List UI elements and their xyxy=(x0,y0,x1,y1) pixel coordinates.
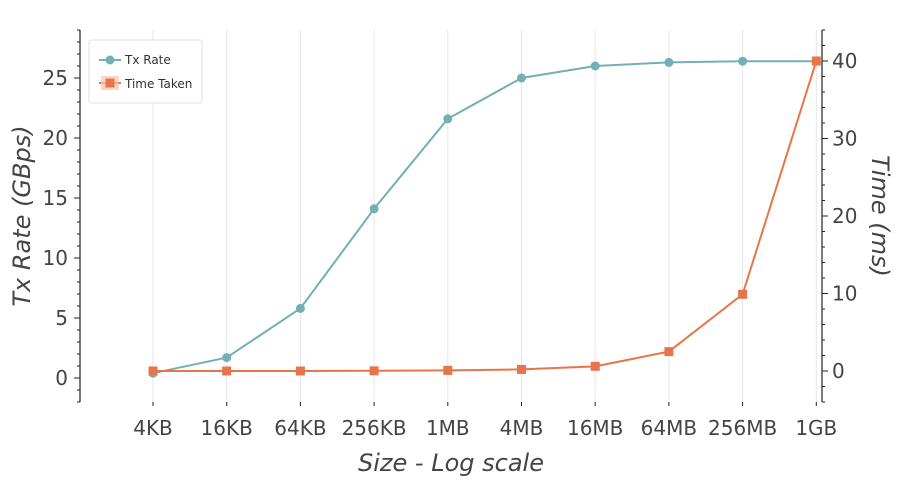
time-taken-point xyxy=(811,56,821,66)
left-y-tick-label: 5 xyxy=(55,306,68,330)
right-y-tick-label: 10 xyxy=(832,282,857,306)
tx-rate-point xyxy=(590,61,600,71)
time-taken-point xyxy=(148,366,158,376)
left-y-tick-label: 10 xyxy=(43,246,68,270)
left-y-tick-label: 20 xyxy=(43,126,68,150)
x-tick-label: 16KB xyxy=(201,416,253,440)
left-y-axis-title: Tx Rate (GBps) xyxy=(8,125,36,306)
tx-rate-point xyxy=(222,353,232,363)
x-tick-label: 256MB xyxy=(708,416,777,440)
tx-rate-point xyxy=(517,73,526,83)
x-axis-title: Size - Log scale xyxy=(358,449,544,477)
time-taken-point xyxy=(664,347,674,357)
time-taken-point xyxy=(738,289,748,299)
legend: Tx Rate Time Taken xyxy=(88,39,203,104)
ticks: 4KB 16KB 64KB 256KB 1MB 4MB 16MB 64MB 256MB 1GB 0 5… xyxy=(43,29,857,440)
legend-time-taken-label: Time Taken xyxy=(124,77,192,91)
x-tick-label: 256KB xyxy=(342,416,407,440)
x-tick-label: 16MB xyxy=(567,416,623,440)
time-taken-point xyxy=(295,366,305,376)
legend-time-taken-marker xyxy=(105,78,115,88)
legend-tx-rate-label: Tx Rate xyxy=(124,53,171,67)
x-tick-label: 1GB xyxy=(795,416,837,440)
x-tick-label: 4KB xyxy=(133,416,173,440)
tx-rate-point xyxy=(295,303,305,313)
tx-rate-point xyxy=(369,204,379,214)
time-taken-point xyxy=(222,366,232,376)
right-y-tick-label: 20 xyxy=(832,204,857,228)
legend-box xyxy=(88,39,203,104)
x-tick-label: 64MB xyxy=(641,416,697,440)
x-tick-label: 64KB xyxy=(274,416,326,440)
tx-rate-line xyxy=(152,60,817,375)
time-taken-point xyxy=(517,364,526,374)
time-taken-point xyxy=(443,365,453,375)
time-taken-point xyxy=(369,366,379,376)
left-y-tick-label: 25 xyxy=(43,66,68,90)
time-taken-line xyxy=(153,60,818,372)
x-tick-label: 4MB xyxy=(500,416,544,440)
legend-tx-rate-marker xyxy=(105,55,115,65)
tx-rate-point xyxy=(443,114,453,124)
left-y-tick-label: 15 xyxy=(43,186,68,210)
grid-lines xyxy=(152,30,817,402)
left-y-tick-label: 0 xyxy=(55,366,68,390)
right-y-axis-title: Time (ms) xyxy=(866,155,894,277)
tx-rate-point xyxy=(738,56,748,66)
right-y-tick-label: 0 xyxy=(832,359,845,383)
time-taken-point xyxy=(590,361,600,371)
right-y-tick-label: 30 xyxy=(832,127,857,151)
x-tick-label: 1MB xyxy=(426,416,470,440)
tx-rate-point xyxy=(664,57,674,67)
right-y-tick-label: 40 xyxy=(832,49,857,73)
series-layer xyxy=(148,56,821,378)
